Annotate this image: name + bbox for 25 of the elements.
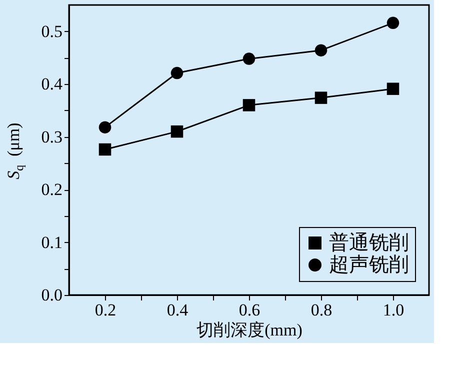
point	[314, 92, 328, 104]
point	[98, 143, 112, 156]
y-axis-title: Sq (μm)	[4, 122, 26, 180]
point	[170, 125, 184, 138]
x-tick-label: 1.0	[382, 300, 404, 320]
y-tick-label: 0.3	[41, 127, 62, 146]
legend-label: 超声铣削	[329, 254, 409, 276]
point	[170, 66, 184, 80]
x-tick-label: 0.8	[310, 300, 332, 320]
point	[314, 44, 328, 56]
legend-label: 普通铣削	[329, 231, 409, 254]
x-axis-title: 切削深度(mm)	[196, 320, 302, 340]
point	[386, 82, 400, 95]
x-tick-label: 0.6	[238, 300, 260, 320]
x-tick-label: 0.2	[94, 300, 116, 320]
y-tick-label: 0.2	[41, 180, 62, 200]
point	[386, 16, 400, 30]
y-tick-label: 0.4	[41, 74, 63, 94]
point	[242, 52, 256, 65]
y-tick-label: 0.5	[41, 22, 62, 41]
y-tick-label: 0.0	[41, 286, 62, 304]
point	[98, 121, 112, 134]
y-tick-label: 0.1	[41, 232, 62, 252]
point	[242, 99, 256, 112]
x-tick-label: 0.4	[166, 300, 189, 320]
